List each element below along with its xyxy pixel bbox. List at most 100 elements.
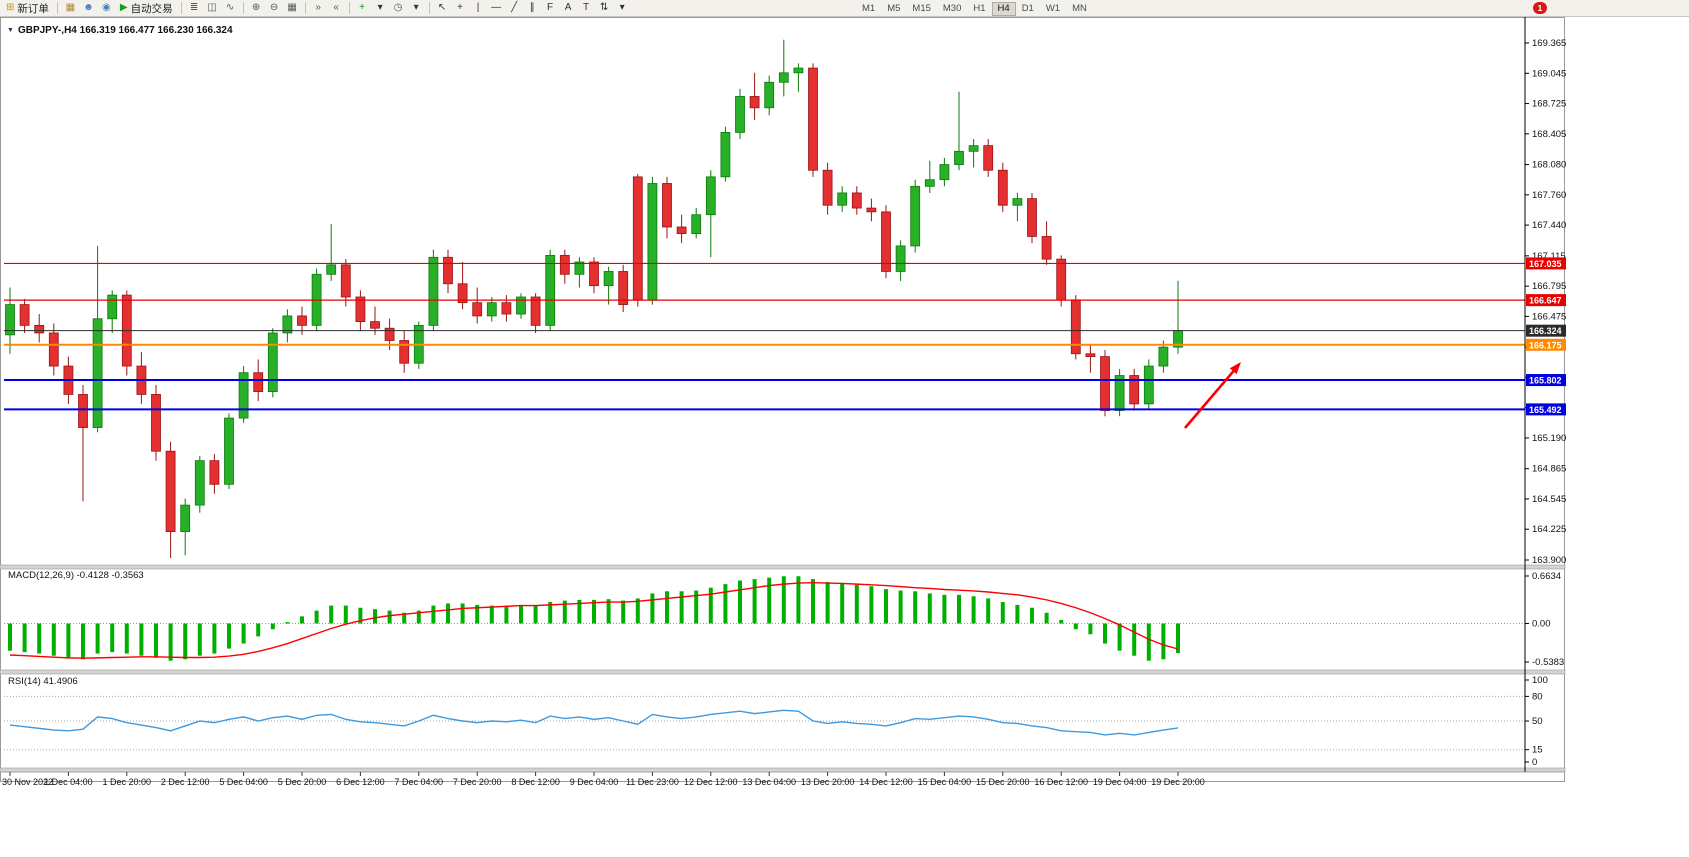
candlestick-chart-icon[interactable]: ◫ (207, 2, 217, 13)
bar-chart-icon[interactable]: ≣ (189, 2, 199, 13)
rsi-panel[interactable] (4, 695, 1525, 751)
notification-badge[interactable]: 1 (1533, 2, 1547, 14)
candle-body (297, 315, 307, 326)
candle-body (107, 294, 118, 320)
price-tag-label: 166.324 (1529, 326, 1562, 336)
price-axis-label: 168.405 (1532, 129, 1566, 140)
time-axis-label: 30 Nov 2022 (2, 777, 53, 787)
new-order-icon: ⊞ (6, 2, 15, 13)
time-axis-label: 12 Dec 12:00 (684, 777, 738, 787)
price-tag (1526, 403, 1566, 416)
price-tag-label: 165.492 (1529, 405, 1562, 415)
horizontal-line-icon[interactable]: — (491, 2, 502, 13)
chart-shift-icon[interactable]: « (333, 2, 339, 13)
crosshair-icon[interactable]: + (457, 2, 464, 13)
price-axis-label: 164.865 (1532, 464, 1566, 475)
text-icon[interactable]: A (564, 2, 572, 13)
price-axis-label: 167.760 (1532, 190, 1566, 201)
rsi-axis-label: 0 (1532, 757, 1537, 768)
candle-body (194, 460, 205, 506)
candle-body (253, 372, 264, 393)
tile-windows-icon[interactable]: ▦ (287, 2, 297, 13)
candle-body (516, 296, 526, 315)
rsi-axis-label: 15 (1532, 745, 1543, 756)
candle-body (224, 417, 234, 485)
vertical-line-icon[interactable]: | (476, 2, 480, 13)
price-axis-label: 164.545 (1532, 494, 1566, 505)
line-chart-icon[interactable]: ∿ (225, 2, 235, 13)
sound-alert-icon[interactable]: ◉ (102, 2, 111, 13)
candle-body (48, 332, 59, 367)
candle-body (968, 145, 979, 152)
candle-body (34, 324, 45, 334)
panel-divider-handle[interactable] (0, 669, 1566, 675)
zoom-in-icon[interactable]: ⊕ (251, 2, 261, 13)
timeframe-m1[interactable]: M1 (862, 2, 876, 14)
candle-body (1143, 365, 1154, 405)
auto-trading-icon: ▶ (119, 2, 128, 13)
price-axis-label: 167.440 (1532, 220, 1566, 231)
arrows-dropdown-caret[interactable]: ▾ (619, 2, 625, 13)
toolbar-separator (304, 2, 306, 14)
charts-grid-icon[interactable]: ▦ (65, 2, 76, 13)
candle-body (997, 169, 1008, 206)
candle-body (428, 256, 439, 326)
time-axis-label: 7 Dec 04:00 (395, 777, 444, 787)
candle-body (209, 460, 220, 485)
timeframe-m30[interactable]: M30 (942, 2, 962, 14)
trendline-icon[interactable]: ╱ (511, 2, 518, 13)
timeframe-m15[interactable]: M15 (912, 2, 931, 14)
profiles-icon[interactable]: ☻ (83, 2, 94, 13)
rsi-axis-label: 50 (1532, 716, 1543, 727)
candle-body (238, 372, 249, 419)
candle-body (589, 261, 599, 287)
chart-canvas[interactable]: 169.365 169.045 168.725 168.405 168.080 167.7… (0, 17, 1689, 857)
toolbar-separator (348, 2, 350, 14)
time-axis-label: 19 Dec 04:00 (1093, 777, 1147, 787)
text-label-icon[interactable]: T (583, 2, 590, 13)
indicators-add-icon[interactable]: + (359, 2, 366, 13)
arrows-icon[interactable]: ⇅ (599, 2, 609, 13)
indicators-dropdown-caret[interactable]: ▾ (377, 2, 383, 13)
timeframe-h1[interactable]: H1 (973, 2, 986, 14)
arrow-line[interactable] (1184, 369, 1235, 429)
periods-clock-icon[interactable]: ◷ (393, 2, 403, 13)
candle-body (370, 321, 380, 329)
macd-signal-line (9, 581, 1179, 659)
price-axis-label: 163.900 (1532, 555, 1566, 566)
candle-body (443, 256, 453, 285)
timeframe-m5[interactable]: M5 (887, 2, 901, 14)
cursor-icon[interactable]: ↖ (437, 2, 447, 13)
candle-body (19, 304, 30, 326)
fibonacci-icon[interactable]: F (547, 2, 554, 13)
panel-divider-handle[interactable] (0, 564, 1566, 570)
auto-scroll-icon[interactable]: » (315, 2, 321, 13)
zoom-out-icon[interactable]: ⊖ (269, 2, 279, 13)
level-lines[interactable] (4, 262, 1525, 411)
candle-body (924, 179, 935, 187)
price-tag (1526, 324, 1566, 337)
new-order-button[interactable]: ⊞ 新订单 (2, 1, 53, 16)
candle-body (165, 450, 176, 533)
chart-menu-icon[interactable]: ▼ (7, 27, 14, 34)
timeframe-w1[interactable]: W1 (1045, 2, 1061, 14)
toolbar-separator (180, 2, 182, 14)
candle-body (851, 192, 862, 209)
candle-body (559, 254, 570, 275)
timeframe-h4[interactable]: H4 (991, 1, 1016, 16)
auto-trading-button[interactable]: ▶ 自动交易 (116, 1, 177, 16)
timeframe-d1[interactable]: D1 (1021, 2, 1034, 14)
candle-body (326, 264, 337, 275)
new-order-button-label: 新订单 (17, 2, 49, 15)
time-axis-label: 15 Dec 04:00 (918, 777, 972, 787)
channel-icon[interactable]: ∥ (529, 2, 535, 13)
panel-divider-handle[interactable] (0, 767, 1566, 773)
candle-body (632, 176, 643, 301)
timeframe-mn[interactable]: MN (1072, 2, 1087, 14)
periods-dropdown-caret[interactable]: ▾ (413, 2, 419, 13)
candle-body (282, 315, 293, 334)
toolbar-separator (242, 2, 244, 14)
trend-arrow-annotation[interactable] (1184, 362, 1241, 429)
macd-panel[interactable] (4, 576, 1525, 661)
